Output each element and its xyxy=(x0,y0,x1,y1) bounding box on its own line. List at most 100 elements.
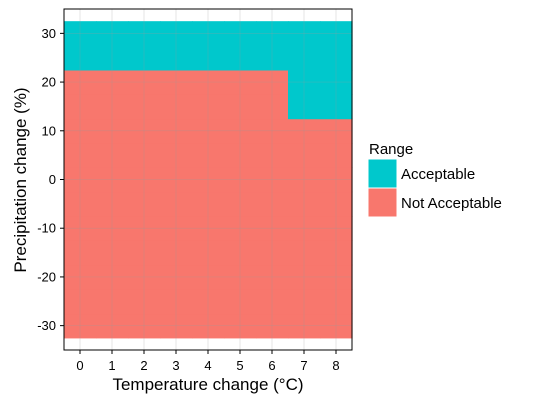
heatmap-cell xyxy=(288,45,321,71)
heatmap-cell xyxy=(320,216,353,241)
heatmap-cell xyxy=(256,289,289,315)
heatmap-cell xyxy=(288,69,321,95)
heatmap-cell xyxy=(64,264,97,290)
heatmap-cell xyxy=(224,264,257,290)
heatmap-cell xyxy=(256,240,289,266)
heatmap-cell xyxy=(288,216,321,241)
heatmap-cell xyxy=(288,21,321,47)
heatmap-cell xyxy=(224,142,257,168)
heatmap-cell xyxy=(320,289,353,315)
heatmap-cell xyxy=(96,21,129,47)
heatmap-cell xyxy=(96,313,129,339)
heatmap-cell xyxy=(160,289,193,315)
heatmap-cell xyxy=(320,21,353,47)
heatmap-cell xyxy=(128,240,161,266)
heatmap-cell xyxy=(256,167,289,193)
heatmap-cell xyxy=(64,191,97,217)
heatmap-cell xyxy=(192,216,225,241)
heatmap-cell xyxy=(64,240,97,266)
heatmap-cell xyxy=(192,69,225,95)
heatmap-cell xyxy=(320,69,353,95)
heatmap-cell xyxy=(192,240,225,266)
heatmap-cell xyxy=(64,167,97,193)
x-tick-label: 2 xyxy=(140,358,147,373)
heatmap-cell xyxy=(96,142,129,168)
heatmap-cell xyxy=(288,313,321,339)
heatmap-cell xyxy=(160,216,193,241)
heatmap-cell xyxy=(128,142,161,168)
y-tick-label: 0 xyxy=(49,172,56,187)
legend-entries: Acceptable Not Acceptable xyxy=(367,158,502,218)
heatmap-cell xyxy=(256,21,289,47)
heatmap-cell xyxy=(224,45,257,71)
heatmap-cell xyxy=(192,94,225,120)
heatmap-cell xyxy=(96,191,129,217)
heatmap-cell xyxy=(64,94,97,120)
heatmap-cell xyxy=(256,94,289,120)
heatmap-cell xyxy=(128,264,161,290)
heatmap-cell xyxy=(224,191,257,217)
heatmap-cell xyxy=(128,216,161,241)
heatmap-cell xyxy=(96,69,129,95)
heatmap-cell xyxy=(160,69,193,95)
heatmap-cell xyxy=(64,216,97,241)
x-tick-label: 5 xyxy=(236,358,243,373)
heatmap-cell xyxy=(96,167,129,193)
heatmap-cell xyxy=(128,45,161,71)
y-tick-label: -10 xyxy=(37,221,56,236)
heatmap-cell xyxy=(160,167,193,193)
heatmap-cell xyxy=(160,118,193,144)
heatmap-cell xyxy=(64,142,97,168)
heatmap-cell xyxy=(160,142,193,168)
heatmap-cell xyxy=(192,142,225,168)
heatmap-cell xyxy=(256,69,289,95)
heatmap-cell xyxy=(160,94,193,120)
y-tick-label: -30 xyxy=(37,318,56,333)
heatmap-cell xyxy=(224,216,257,241)
heatmap-cell xyxy=(320,167,353,193)
heatmap-cell xyxy=(64,118,97,144)
heatmap-cell xyxy=(192,264,225,290)
x-tick-label: 7 xyxy=(300,358,307,373)
grid-lines xyxy=(64,9,352,350)
heatmap-cell xyxy=(128,191,161,217)
heatmap-cell xyxy=(96,264,129,290)
x-axis: 0 1 2 3 4 5 6 7 8 xyxy=(76,350,340,373)
heatmap-cell xyxy=(128,289,161,315)
heatmap-cell xyxy=(224,167,257,193)
x-tick-label: 1 xyxy=(108,358,115,373)
heatmap-cell xyxy=(320,45,353,71)
heatmap-cell xyxy=(256,142,289,168)
heatmap-cell xyxy=(320,142,353,168)
heatmap-cell xyxy=(288,191,321,217)
heatmap-cell xyxy=(64,21,97,47)
heatmap-cell xyxy=(224,69,257,95)
heatmap-cell xyxy=(160,313,193,339)
heatmap-cell xyxy=(64,69,97,95)
heatmap-cell xyxy=(288,289,321,315)
heatmap-cell xyxy=(128,118,161,144)
heatmap-cell xyxy=(64,313,97,339)
heatmap-cell xyxy=(64,289,97,315)
heatmap-cell xyxy=(128,69,161,95)
heatmap-cell xyxy=(160,21,193,47)
heatmap-cell xyxy=(288,142,321,168)
heatmap-cell xyxy=(320,240,353,266)
heatmap-cell xyxy=(160,191,193,217)
heatmap-cell xyxy=(128,313,161,339)
heatmap-cell xyxy=(192,289,225,315)
heatmap-cell xyxy=(160,45,193,71)
x-tick-label: 3 xyxy=(172,358,179,373)
legend-swatch xyxy=(367,187,398,218)
heatmap-cell xyxy=(256,118,289,144)
legend: Range Acceptable Not Acceptable xyxy=(367,141,502,218)
x-tick-label: 8 xyxy=(332,358,339,373)
legend-title: Range xyxy=(369,141,413,158)
y-tick-label: 20 xyxy=(42,75,56,90)
heatmap-cell xyxy=(224,289,257,315)
heatmap-cell xyxy=(96,94,129,120)
heatmap-cell xyxy=(288,240,321,266)
heatmap-cell xyxy=(256,313,289,339)
x-tick-label: 6 xyxy=(268,358,275,373)
